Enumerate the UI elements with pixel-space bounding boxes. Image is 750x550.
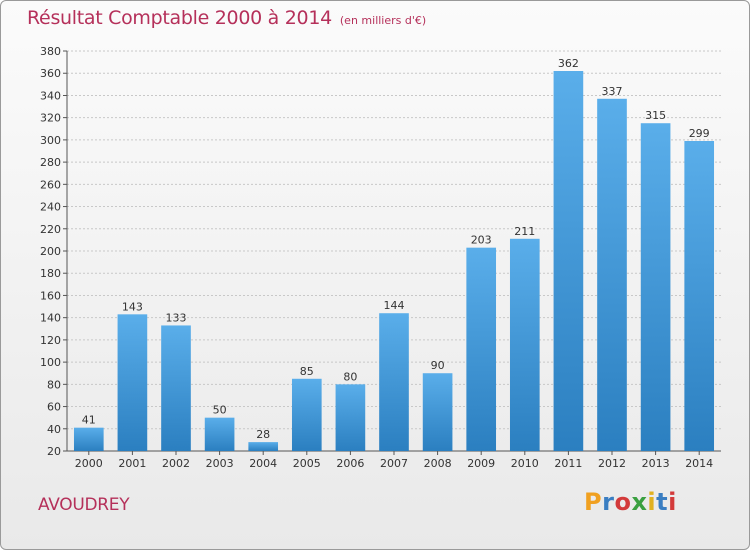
value-label-2009: 203 [471, 234, 492, 247]
value-label-2004: 28 [256, 428, 270, 441]
y-tick-label: 20 [47, 445, 61, 458]
logo-letter: P [584, 488, 603, 516]
x-tick-label-2009: 2009 [467, 457, 495, 470]
y-tick-label: 300 [40, 134, 61, 147]
value-label-2014: 299 [689, 127, 710, 140]
bar-2000 [73, 427, 104, 451]
x-tick-label-2014: 2014 [685, 457, 713, 470]
value-label-2003: 50 [213, 404, 227, 417]
y-tick-label: 40 [47, 423, 61, 436]
value-label-2013: 315 [645, 109, 666, 122]
value-label-2002: 133 [166, 311, 187, 324]
chart-subtitle: (en milliers d'€) [339, 14, 427, 27]
logo-letter: o [614, 488, 632, 516]
chart-title: Résultat Comptable 2000 à 2014 (en millie… [27, 7, 426, 29]
y-tick-label: 380 [40, 45, 61, 58]
logo-letter: i [647, 488, 657, 516]
value-label-2011: 362 [558, 57, 579, 70]
y-tick-label: 140 [40, 312, 61, 325]
y-tick-label: 260 [40, 178, 61, 191]
x-tick-label-2005: 2005 [293, 457, 321, 470]
logo-letter: i [668, 488, 677, 516]
y-tick-label: 220 [40, 223, 61, 236]
value-label-2001: 143 [122, 300, 143, 313]
bar-2005 [291, 378, 322, 451]
x-tick-label-2002: 2002 [162, 457, 190, 470]
chart-title-text: Résultat Comptable 2000 à 2014 [27, 7, 332, 29]
y-tick-label: 280 [40, 156, 61, 169]
value-label-2006: 80 [343, 370, 357, 383]
x-tick-label-2013: 2013 [642, 457, 670, 470]
logo-letter: x [631, 488, 648, 516]
x-tick-label-2007: 2007 [380, 457, 408, 470]
bar-2012 [597, 98, 627, 452]
value-label-2000: 41 [82, 414, 96, 427]
bar-2003 [204, 417, 235, 451]
commune-name: AVOUDREY [38, 495, 130, 515]
bar-2004 [248, 442, 279, 451]
value-label-2007: 144 [384, 299, 405, 312]
y-tick-label: 100 [40, 356, 61, 369]
value-label-2012: 337 [602, 85, 623, 98]
logo-letter: t [656, 488, 669, 516]
y-tick-label: 200 [40, 245, 61, 258]
value-label-2010: 211 [514, 225, 535, 238]
bar-2011 [553, 71, 584, 451]
x-tick-label-2008: 2008 [424, 457, 452, 470]
bar-2008 [422, 373, 453, 451]
bar-2001 [117, 314, 148, 451]
bar-2014 [684, 141, 715, 451]
x-tick-label-2004: 2004 [249, 457, 277, 470]
logo-letter: r [602, 488, 615, 516]
y-tick-label: 320 [40, 112, 61, 125]
proxiti-logo: Proxiti [584, 488, 677, 516]
bars [73, 71, 715, 452]
x-tick-label-2010: 2010 [511, 457, 539, 470]
y-tick-label: 120 [40, 334, 61, 347]
y-tick-label: 360 [40, 67, 61, 80]
y-tick-label: 60 [47, 401, 61, 414]
y-tick-label: 80 [47, 378, 61, 391]
value-label-2008: 90 [431, 359, 445, 372]
x-tick-label-2011: 2011 [554, 457, 582, 470]
bar-2006 [335, 384, 366, 451]
y-tick-label: 340 [40, 89, 61, 102]
x-tick-label-2003: 2003 [206, 457, 234, 470]
y-tick-label: 240 [40, 201, 61, 214]
bar-2009 [466, 247, 497, 451]
bar-2013 [640, 123, 671, 451]
y-tick-label: 160 [40, 289, 61, 302]
x-tick-label-2001: 2001 [118, 457, 146, 470]
value-label-2005: 85 [300, 365, 314, 378]
x-tick-label-2000: 2000 [75, 457, 103, 470]
bar-2010 [509, 238, 540, 451]
bar-2002 [161, 325, 191, 451]
x-tick-label-2012: 2012 [598, 457, 626, 470]
y-tick-label: 180 [40, 267, 61, 280]
x-tick-label-2006: 2006 [336, 457, 364, 470]
data-labels: 41 143 133 50 28 85 80 144 90 203 211 362 337 315 299 [82, 57, 710, 441]
bar-2007 [379, 313, 409, 451]
